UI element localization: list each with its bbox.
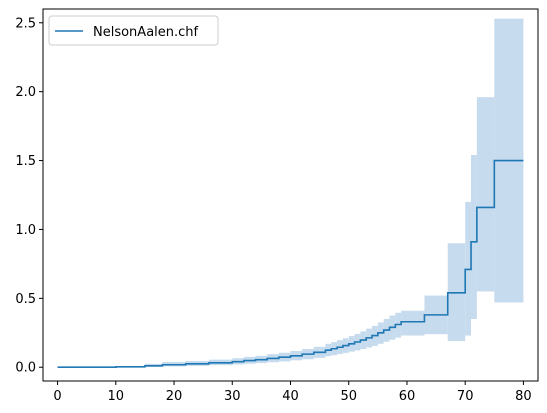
confidence-band-layer [57,18,524,368]
series-line-layer [57,159,524,369]
series-line-nelson-aalen [57,159,524,369]
x-tick-label: 10 [108,389,125,404]
y-axis-ticks: 0.0 0.5 1.0 1.5 2.0 2.5 [15,16,43,376]
x-tick-label: 30 [224,389,241,404]
confidence-band-segment [471,155,477,319]
x-tick-label: 40 [282,389,299,404]
x-tick-label: 80 [515,389,532,404]
y-tick-label: 1.0 [15,223,36,238]
y-tick-label: 2.5 [15,16,36,31]
confidence-band-segment [476,97,495,292]
x-axis-ticks: 0 10 20 30 40 50 60 70 80 [53,381,532,404]
legend-box [48,15,219,46]
legend-label-nelson-aalen: NelsonAalen.chf [93,25,199,40]
legend: NelsonAalen.chf [48,15,219,46]
x-tick-label: 70 [457,389,474,404]
y-tick-label: 0.5 [15,292,36,307]
y-tick-label: 2.0 [15,85,36,100]
y-tick-label: 1.5 [15,154,36,169]
x-tick-label: 20 [166,389,183,404]
y-tick-label: 0.0 [15,361,36,376]
x-tick-label: 50 [340,389,357,404]
x-tick-label: 60 [399,389,416,404]
x-tick-label: 0 [53,389,61,404]
confidence-band-segment [401,310,425,336]
